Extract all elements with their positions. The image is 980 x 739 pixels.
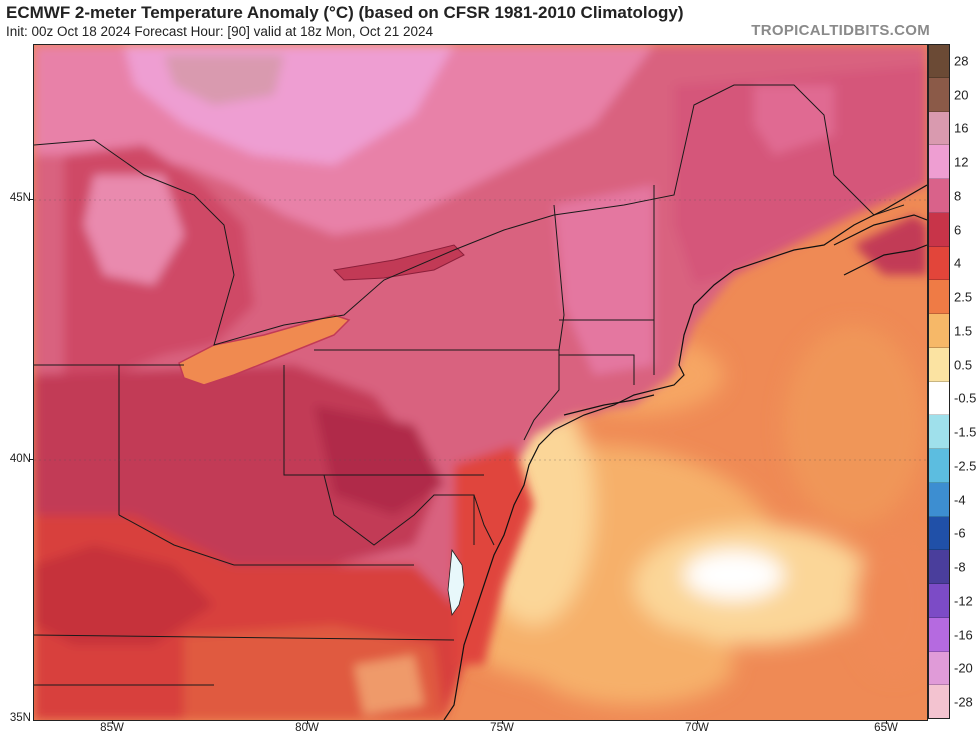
lon-tick xyxy=(697,720,698,724)
lake-erie xyxy=(178,314,351,386)
legend-label: -6 xyxy=(954,525,966,541)
legend-label: 28 xyxy=(954,53,969,69)
political-borders xyxy=(34,84,905,686)
lon-label-75w: 75W xyxy=(490,722,514,734)
lat-label-35n: 35N xyxy=(9,712,31,724)
map-subtitle: Init: 00z Oct 18 2024 Forecast Hour: [90… xyxy=(6,24,433,39)
legend-label: 4 xyxy=(954,255,962,271)
legend-swatch xyxy=(928,584,950,618)
lat-tick xyxy=(29,199,33,200)
land-anomaly-field xyxy=(34,45,927,720)
legend-label: -28 xyxy=(954,694,973,710)
lon-tick xyxy=(307,720,308,724)
lon-label-80w: 80W xyxy=(295,722,319,734)
legend-label: 8 xyxy=(954,188,962,204)
legend-swatch xyxy=(928,550,950,584)
legend-swatch xyxy=(928,280,950,314)
legend-swatch xyxy=(928,651,950,686)
lon-label-85w: 85W xyxy=(100,722,124,734)
lat-tick xyxy=(29,459,33,460)
legend-label: -0.5 xyxy=(954,390,977,406)
lon-tick xyxy=(112,720,113,724)
map-title: ECMWF 2-meter Temperature Anomaly (°C) (… xyxy=(6,3,684,22)
legend-label: -8 xyxy=(954,559,966,575)
lon-tick xyxy=(502,720,503,724)
coastline xyxy=(443,184,927,720)
lat-label-45n: 45N xyxy=(9,192,31,204)
legend-swatch xyxy=(928,145,950,179)
legend-swatch xyxy=(928,44,950,78)
legend-swatch xyxy=(928,617,950,652)
temperature-anomaly-map xyxy=(33,44,928,721)
legend-swatch xyxy=(928,381,950,416)
legend-swatch xyxy=(928,77,950,112)
legend-label: -1.5 xyxy=(954,424,977,440)
legend-swatch xyxy=(928,347,950,382)
legend-label: 6 xyxy=(954,222,962,238)
legend-swatch xyxy=(928,212,950,247)
legend-label: -16 xyxy=(954,627,973,643)
header: ECMWF 2-meter Temperature Anomaly (°C) (… xyxy=(0,0,980,44)
legend-swatch xyxy=(928,246,950,281)
legend-label: 0.5 xyxy=(954,357,973,373)
chesapeake-bay xyxy=(447,548,465,617)
legend-label: 12 xyxy=(954,154,969,170)
legend-swatch xyxy=(928,179,950,213)
legend-swatch xyxy=(928,449,950,483)
legend-label: 1.5 xyxy=(954,323,973,339)
legend-swatch xyxy=(928,415,950,449)
legend-label: -4 xyxy=(954,492,966,508)
legend-swatch xyxy=(928,111,950,146)
legend-border xyxy=(928,44,950,719)
lon-label-70w: 70W xyxy=(685,722,709,734)
lon-tick xyxy=(886,720,887,724)
legend-swatch xyxy=(928,314,950,348)
legend-swatch xyxy=(928,482,950,517)
lon-label-65w: 65W xyxy=(874,722,898,734)
legend-label: -2.5 xyxy=(954,458,977,474)
legend-label: 16 xyxy=(954,120,969,136)
legend-swatch xyxy=(928,516,950,551)
color-scale-legend: 28 20 16 12 8 6 4 2.5 1.5 0.5 -0.5 -1.5 -2.5 -4 -6 -8 -1… xyxy=(928,44,978,719)
lake-ontario xyxy=(332,244,465,281)
graticule xyxy=(34,199,927,461)
legend-label: 2.5 xyxy=(954,289,973,305)
legend-label: 20 xyxy=(954,87,969,103)
map-canvas xyxy=(34,45,927,720)
legend-label: -12 xyxy=(954,593,973,609)
legend-label: -20 xyxy=(954,660,973,676)
brand-watermark: TROPICALTIDBITS.COM xyxy=(751,22,930,39)
lat-label-40n: 40N xyxy=(9,453,31,465)
